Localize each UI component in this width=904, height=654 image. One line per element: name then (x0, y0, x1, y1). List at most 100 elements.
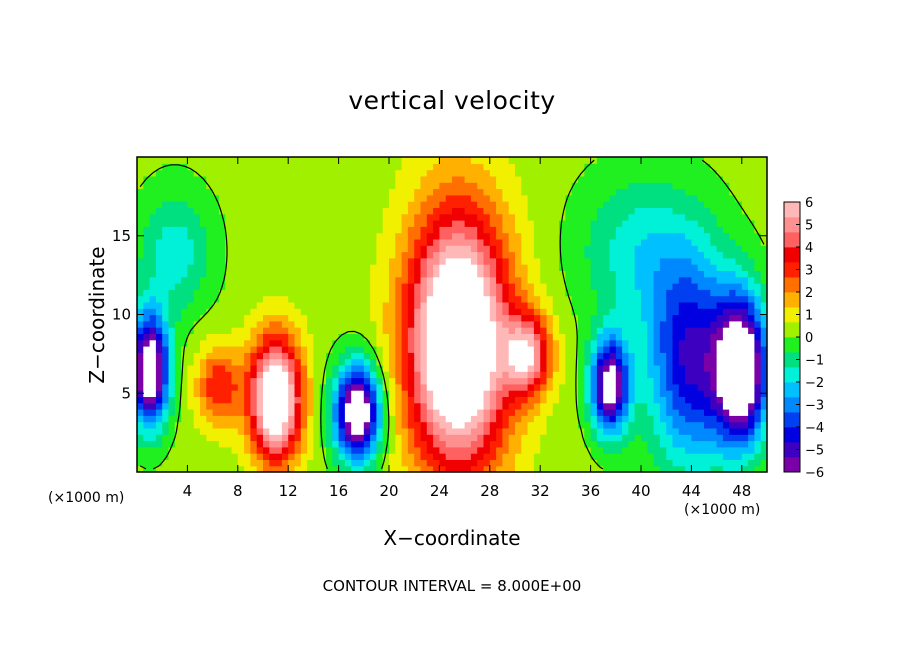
heatmap-cell (363, 295, 371, 303)
heatmap-cell (218, 446, 226, 454)
heatmap-cell (691, 295, 699, 303)
heatmap-cell (596, 320, 604, 328)
heatmap-cell (508, 314, 516, 322)
heatmap-cell (395, 434, 403, 442)
heatmap-cell (439, 327, 447, 334)
heatmap-cell (445, 308, 453, 316)
heatmap-cell (414, 377, 422, 385)
heatmap-cell (647, 213, 655, 221)
heatmap-cell (521, 283, 529, 290)
heatmap-cell (332, 446, 340, 454)
heatmap-cell (244, 421, 251, 429)
heatmap-cell (603, 213, 611, 221)
heatmap-cell (143, 421, 151, 429)
heatmap-cell (685, 213, 692, 221)
heatmap-cell (326, 182, 333, 190)
heatmap-cell (181, 364, 188, 372)
heatmap-cell (269, 169, 277, 177)
heatmap-cell (748, 377, 755, 385)
heatmap-cell (382, 358, 390, 366)
heatmap-cell (452, 364, 459, 372)
heatmap-cell (344, 163, 352, 171)
heatmap-cell (578, 175, 585, 183)
heatmap-cell (546, 182, 554, 190)
heatmap-cell (559, 453, 566, 460)
heatmap-cell (502, 390, 510, 397)
heatmap-cell (508, 364, 516, 372)
heatmap-cell (697, 308, 705, 316)
heatmap-cell (489, 459, 497, 467)
heatmap-cell (149, 194, 157, 202)
heatmap-cell (615, 453, 623, 460)
heatmap-cell (760, 308, 767, 316)
heatmap-cell (181, 295, 188, 303)
heatmap-cell (470, 276, 478, 284)
heatmap-cell (218, 169, 226, 177)
heatmap-cell (288, 383, 296, 391)
heatmap-cell (263, 207, 270, 215)
heatmap-cell (647, 352, 655, 360)
heatmap-cell (685, 314, 692, 322)
heatmap-cell (294, 421, 302, 429)
heatmap-cell (470, 207, 478, 215)
heatmap-cell (174, 157, 182, 164)
heatmap-cell (584, 232, 592, 240)
heatmap-cell (332, 182, 340, 190)
heatmap-cell (231, 402, 239, 410)
heatmap-cell (376, 339, 384, 347)
heatmap-cell (722, 327, 730, 334)
heatmap-cell (376, 421, 384, 429)
heatmap-cell (622, 188, 629, 196)
heatmap-cell (363, 245, 371, 253)
heatmap-cell (603, 157, 611, 164)
heatmap-cell (615, 314, 623, 322)
heatmap-cell (685, 283, 692, 290)
heatmap-cell (174, 364, 182, 372)
heatmap-cell (370, 308, 377, 316)
heatmap-cell (307, 339, 314, 347)
heatmap-cell (300, 213, 308, 221)
heatmap-cell (666, 358, 674, 366)
heatmap-cell (452, 358, 459, 366)
heatmap-cell (137, 465, 144, 472)
heatmap-cell (716, 352, 724, 360)
heatmap-cell (760, 289, 767, 297)
heatmap-cell (678, 289, 686, 297)
heatmap-cell (313, 415, 321, 423)
heatmap-cell (193, 295, 201, 303)
heatmap-cell (445, 434, 453, 442)
heatmap-cell (200, 169, 207, 177)
heatmap-cell (275, 440, 283, 448)
heatmap-cell (458, 383, 466, 391)
heatmap-cell (225, 383, 233, 391)
heatmap-cell (439, 157, 447, 164)
heatmap-cell (149, 339, 157, 347)
heatmap-cell (370, 377, 377, 385)
heatmap-cell (565, 427, 573, 435)
heatmap-cell (584, 308, 592, 316)
heatmap-cell (351, 283, 359, 290)
heatmap-cell (452, 320, 459, 328)
heatmap-cell (716, 358, 724, 366)
heatmap-cell (722, 333, 730, 341)
heatmap-cell (212, 220, 220, 227)
heatmap-cell (363, 308, 371, 316)
heatmap-cell (483, 459, 491, 467)
heatmap-cell (420, 314, 428, 322)
heatmap-cell (395, 257, 403, 265)
heatmap-cell (666, 232, 674, 240)
heatmap-cell (628, 295, 636, 303)
heatmap-cell (641, 415, 648, 423)
heatmap-cell (578, 396, 585, 404)
heatmap-cell (237, 320, 245, 328)
heatmap-cell (174, 264, 182, 271)
heatmap-cell (275, 188, 283, 196)
heatmap-cell (515, 226, 522, 234)
heatmap-cell (181, 421, 188, 429)
heatmap-cell (168, 289, 176, 297)
heatmap-cell (748, 238, 755, 246)
heatmap-cell (666, 264, 674, 271)
heatmap-cell (313, 264, 321, 271)
heatmap-cell (168, 421, 176, 429)
heatmap-cell (363, 346, 371, 353)
